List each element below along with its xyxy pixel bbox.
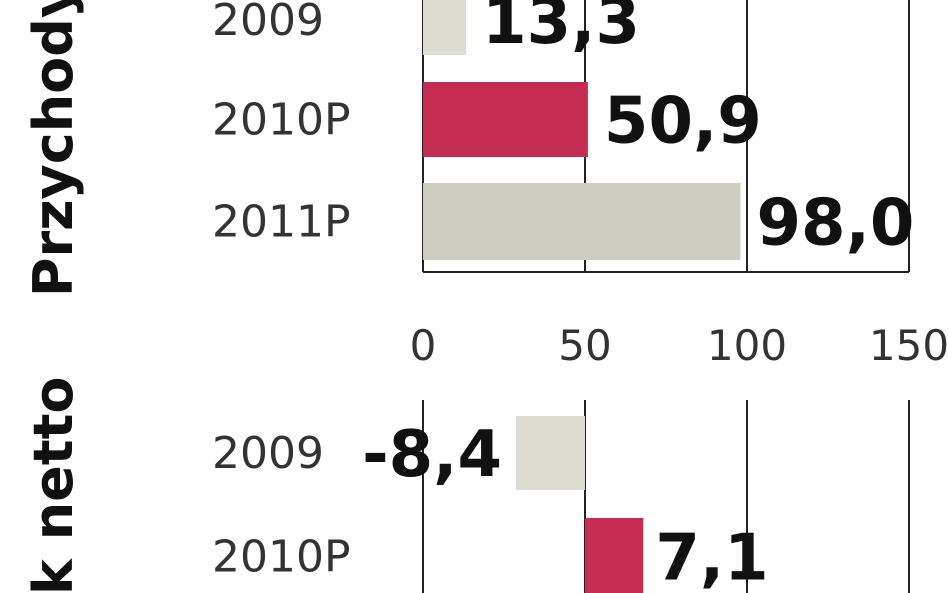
net-profit-value-label: 7,1 bbox=[655, 522, 768, 593]
net-profit-bar-2010P bbox=[585, 518, 644, 593]
revenue-bar-2011P bbox=[423, 183, 741, 260]
net-profit-category-label: 2010P bbox=[212, 532, 351, 583]
revenue-section-title: Przychody bbox=[22, 0, 85, 297]
revenue-category-label: 2009 bbox=[212, 0, 324, 46]
net-profit-bar-2009 bbox=[516, 416, 585, 490]
revenue-category-label: 2010P bbox=[212, 95, 351, 146]
revenue-bar-2010P bbox=[423, 82, 588, 157]
revenue-x-axis: 0 50 100 150 bbox=[410, 321, 948, 370]
net-profit-value-label: -8,4 bbox=[362, 418, 502, 492]
net-profit-category-label: 2009 bbox=[212, 428, 324, 479]
revenue-value-label: 50,9 bbox=[604, 85, 762, 159]
revenue-value-label: 98,0 bbox=[757, 187, 915, 261]
x-tick-label: 150 bbox=[869, 321, 948, 370]
revenue-value-label: 13,3 bbox=[482, 0, 640, 59]
revenue-category-label: 2011P bbox=[212, 197, 351, 248]
x-tick-label: 50 bbox=[558, 321, 611, 370]
net-profit-section-title: ik netto bbox=[22, 376, 85, 593]
x-tick-label: 100 bbox=[707, 321, 787, 370]
revenue-bar-2009 bbox=[423, 0, 467, 55]
x-tick-label: 0 bbox=[410, 321, 437, 370]
revenue-chart: 2009 13,3 2010P 50,9 2011P 98,0 Przychody bbox=[22, 0, 914, 297]
